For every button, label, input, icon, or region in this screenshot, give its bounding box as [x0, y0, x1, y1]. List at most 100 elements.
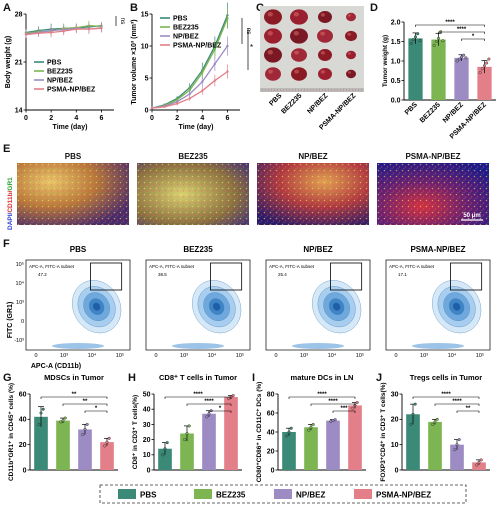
- chartD-datapoint: [487, 57, 491, 61]
- chartB-xlabel: Time (day): [179, 124, 214, 131]
- chartI-datapoint: [289, 426, 293, 430]
- flow-title: BEZ235: [183, 245, 213, 254]
- chartD-datapoint: [478, 71, 482, 75]
- panel-label-c: C: [256, 2, 264, 14]
- chartD-bar: [454, 57, 469, 100]
- chartG-datapoint: [41, 407, 45, 411]
- flow-gate-percent: 47.2: [38, 272, 47, 277]
- chartD-sig-bracket: [415, 24, 485, 27]
- chartG-title: MDSCs in Tumor: [44, 373, 104, 382]
- legend-swatch: [118, 489, 136, 499]
- tumor: [265, 67, 281, 81]
- chart-tumor-weight: 0.0 0.5 1.0 1.5 2.0 Tumor weight (g) PBS BEZ235…: [382, 19, 496, 141]
- flow-xlabel: APC-A (CD11b): [31, 363, 81, 370]
- flow-xtick-label: 10⁵: [356, 352, 364, 359]
- flow-xtick-label: 10⁵: [236, 352, 244, 359]
- chartI-datapoint: [311, 422, 315, 426]
- chartD-datapoint: [418, 39, 422, 43]
- flow-xtick-label: 10³: [420, 353, 428, 359]
- panel-label-d: D: [370, 2, 378, 14]
- chartA-xtick-label: 6: [99, 115, 103, 122]
- tumor-highlight: [320, 70, 325, 74]
- flow-gate-percent: 17.1: [398, 272, 407, 277]
- chartD-datapoint: [480, 67, 484, 71]
- chartD-category-label: PBS: [404, 101, 419, 116]
- chartH-ytick-label: 0: [147, 467, 151, 474]
- panel-label-i: I: [252, 372, 256, 384]
- chartI-sig-bracket: [288, 396, 356, 399]
- chartA-ylabel: Body weight (g): [5, 36, 12, 89]
- tumor-highlight: [267, 12, 273, 17]
- chartG-datapoint: [85, 422, 89, 426]
- flow-gate: [210, 262, 243, 291]
- chartH-ylabel: CD8⁺ in CD3⁺ T cells(%): [132, 395, 139, 469]
- chartD-ytick-label: 2.0: [391, 19, 401, 26]
- chart-mdscs: 0 20 40 60 MDSCs in Tumor CD11b⁺GR1⁺ in CD45⁺…: [8, 373, 118, 481]
- tumor-photo-label-pbs: PBS: [268, 92, 283, 107]
- tumor: [264, 9, 282, 25]
- chartJ-bar: [428, 421, 442, 470]
- chartG-datapoint: [39, 411, 43, 415]
- tumor-highlight: [320, 13, 325, 17]
- chartH-bar: [224, 397, 238, 470]
- flow-xtick-label: 0: [154, 353, 157, 359]
- chartI-bar: [348, 405, 362, 470]
- panel-label-g: G: [3, 372, 12, 384]
- chartH-datapoint: [165, 441, 169, 445]
- chartA-ytick-label: 21: [15, 59, 23, 66]
- chartD-bar: [477, 66, 492, 100]
- flow-gate: [450, 262, 483, 291]
- chartB-point: [213, 48, 217, 51]
- chartJ-datapoint: [435, 417, 439, 421]
- chartB-point: [163, 105, 166, 109]
- chartG-bar: [100, 442, 114, 470]
- chartG-datapoint: [107, 436, 111, 440]
- chartG-datapoint: [105, 440, 109, 444]
- legend-label: BEZ235: [216, 491, 246, 500]
- chartD-ytick-label: 1.0: [391, 58, 401, 65]
- chartI-datapoint: [287, 430, 291, 434]
- chartD-bar: [431, 39, 446, 100]
- tumor-photo: PBS BEZ235 NP/BEZ PSMA-NP/BEZ: [260, 6, 364, 132]
- chartJ-datapoint: [409, 422, 413, 426]
- chartD-sig-bracket: [438, 31, 485, 34]
- chartD-datapoint: [459, 55, 463, 59]
- chartA-point: [49, 31, 53, 34]
- chartB-xtick-label: 4: [200, 115, 204, 122]
- chartJ-sig-label: **: [466, 406, 471, 412]
- chartJ-datapoint: [411, 412, 415, 416]
- chartI-ytick-label: 40: [267, 429, 275, 436]
- tumor-highlight: [320, 51, 325, 55]
- chartD-datapoint: [464, 56, 468, 60]
- if-ylabel: DAPI/CD11b/GR1: [7, 177, 14, 230]
- flow-xtick-label: 10³: [300, 353, 308, 359]
- chartB-ytick-label: 10: [141, 43, 149, 50]
- flow-title: PBS: [70, 245, 87, 254]
- chartI-datapoint: [285, 434, 289, 438]
- panel-label-e: E: [3, 143, 11, 155]
- chartG-ytick-label: 0: [23, 467, 27, 474]
- flow-xtick-label: 10³: [180, 353, 188, 359]
- flow-xtick-label: 10⁴: [208, 352, 217, 359]
- tumor: [264, 47, 282, 63]
- chartI-datapoint: [333, 418, 337, 422]
- chartJ-datapoint: [477, 460, 481, 464]
- chartJ-datapoint: [433, 420, 437, 424]
- tumor: [346, 69, 356, 79]
- chartJ-sig-label: ****: [441, 392, 451, 398]
- chart-body-weight: 14 21 28 0 2 4 6 Time (day) Body weight (g) PBS BE…: [5, 11, 126, 131]
- tumor-highlight: [267, 50, 273, 55]
- chartA-xtick-label: 4: [74, 115, 78, 122]
- chartG-datapoint: [83, 427, 87, 431]
- chartB-annotation-ns: ns: [245, 28, 252, 36]
- tumor: [291, 67, 307, 81]
- chartG-ylabel: CD11b⁺GR1⁺ in CD45⁺ cells (%): [8, 383, 15, 481]
- chartB-point: [188, 88, 191, 92]
- chartI-sig-label: ****: [317, 392, 327, 398]
- if-title-pbs: PBS: [64, 152, 82, 161]
- if-image-pbs: [17, 163, 129, 225]
- chartG-bar: [78, 429, 92, 470]
- chartB-ytick-label: 15: [141, 11, 149, 18]
- chartH-sig-bracket: [208, 410, 232, 413]
